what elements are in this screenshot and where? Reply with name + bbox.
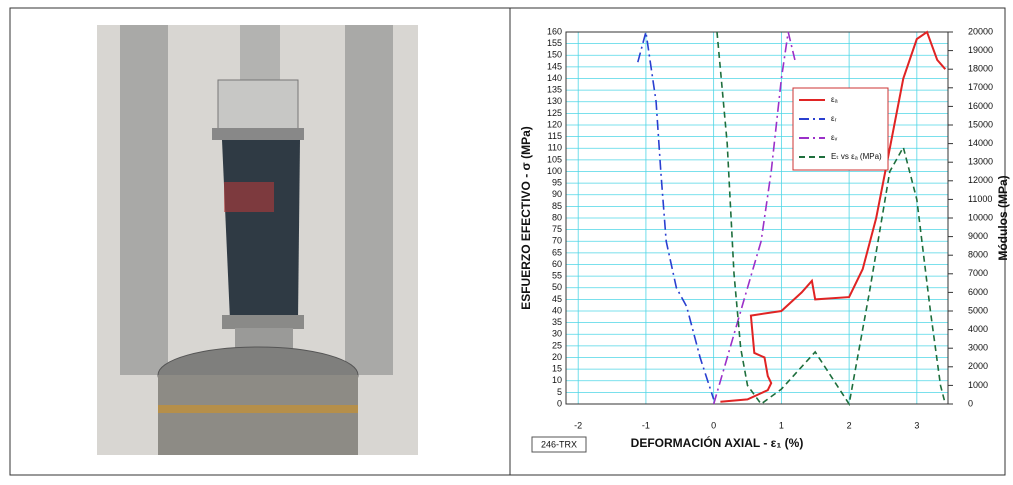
series-line [637, 31, 715, 400]
photo [97, 25, 418, 455]
annotation: 246-TRX [541, 439, 577, 449]
clamp [212, 128, 304, 140]
x-tick-label: 2 [847, 420, 852, 430]
specimen-mark [224, 182, 274, 212]
y2-tick-label: 14000 [968, 138, 993, 148]
y-tick-label: 135 [547, 85, 562, 95]
base [158, 375, 358, 455]
y2-tick-label: 13000 [968, 157, 993, 167]
y2-tick-label: 5000 [968, 305, 988, 315]
y-tick-label: 125 [547, 108, 562, 118]
y2-tick-label: 3000 [968, 343, 988, 353]
y2-tick-label: 1000 [968, 380, 988, 390]
top-cap [217, 79, 299, 136]
y2-tick-label: 16000 [968, 101, 993, 111]
x-tick-label: 0 [711, 420, 716, 430]
legend-label: Eₜ vs εₐ (MPa) [831, 152, 882, 161]
y2-tick-label: 19000 [968, 45, 993, 55]
series-line [716, 31, 947, 407]
series-line [712, 31, 796, 405]
y-tick-label: 10 [552, 375, 562, 385]
legend-label: εₐ [831, 95, 839, 104]
y2-tick-label: 7000 [968, 268, 988, 278]
x-tick-label: 3 [914, 420, 919, 430]
y2-tick-label: 2000 [968, 361, 988, 371]
x-tick-label: 1 [779, 420, 784, 430]
y-tick-label: 115 [548, 131, 562, 141]
y-axis-label: ESFUERZO EFECTIVO - σ (MPa) [519, 126, 533, 310]
y2-axis-label: Módulos (MPa) [996, 175, 1010, 260]
y2-tick-label: 9000 [968, 231, 988, 241]
y-tick-label: 70 [552, 236, 562, 246]
y-tick-label: 25 [552, 340, 562, 350]
y2-tick-label: 4000 [968, 324, 988, 334]
y-tick-label: 145 [547, 61, 562, 71]
y-tick-label: 60 [552, 259, 562, 269]
x-tick-label: -1 [642, 420, 650, 430]
y-tick-label: 65 [552, 247, 562, 257]
annotation-box [531, 436, 587, 453]
y2-tick-label: 6000 [968, 287, 988, 297]
y-tick-label: 15 [552, 364, 562, 374]
y-tick-label: 40 [552, 305, 562, 315]
y2-tick-label: 12000 [968, 175, 993, 185]
y2-tick-label: 11000 [968, 194, 992, 204]
y-tick-label: 45 [552, 294, 562, 304]
y-tick-label: 20 [552, 352, 562, 362]
column [120, 25, 168, 375]
y-tick-label: 160 [547, 26, 562, 36]
series-line [720, 30, 947, 403]
y-tick-label: 130 [547, 96, 562, 106]
y2-tick-label: 17000 [968, 82, 993, 92]
x-tick-label: -2 [574, 420, 582, 430]
legend-box [792, 87, 889, 171]
plot-frame [565, 31, 949, 405]
y-tick-label: 105 [547, 154, 562, 164]
y2-tick-label: 20000 [968, 26, 993, 36]
y-tick-label: 140 [547, 73, 562, 83]
legend-label: εᵥ [831, 133, 838, 142]
y-tick-label: 80 [552, 212, 562, 222]
y-tick-label: 75 [552, 224, 562, 234]
y-tick-label: 0 [557, 398, 562, 408]
y-tick-label: 35 [552, 317, 562, 327]
y-tick-label: 95 [552, 178, 562, 188]
y-tick-label: 85 [552, 201, 562, 211]
clamp [222, 315, 304, 329]
y-tick-label: 50 [552, 282, 562, 292]
y-tick-label: 55 [552, 271, 562, 281]
specimen [222, 140, 300, 320]
y-tick-label: 100 [547, 166, 562, 176]
y-tick-label: 30 [552, 329, 562, 339]
y-tick-label: 155 [547, 38, 562, 48]
column [345, 25, 393, 375]
y-tick-label: 90 [552, 189, 562, 199]
y-tick-label: 150 [547, 50, 562, 60]
y-tick-label: 120 [547, 119, 562, 129]
y2-tick-label: 0 [968, 398, 973, 408]
legend-label: εᵣ [831, 114, 837, 123]
y2-tick-label: 18000 [968, 64, 993, 74]
y-tick-label: 5 [557, 387, 562, 397]
x-axis-label: DEFORMACIÓN AXIAL - ε₁ (%) [631, 435, 804, 450]
base-band [158, 405, 358, 413]
y2-tick-label: 15000 [968, 119, 993, 129]
y2-tick-label: 8000 [968, 250, 988, 260]
y-tick-label: 110 [548, 143, 562, 153]
y2-tick-label: 10000 [968, 212, 993, 222]
